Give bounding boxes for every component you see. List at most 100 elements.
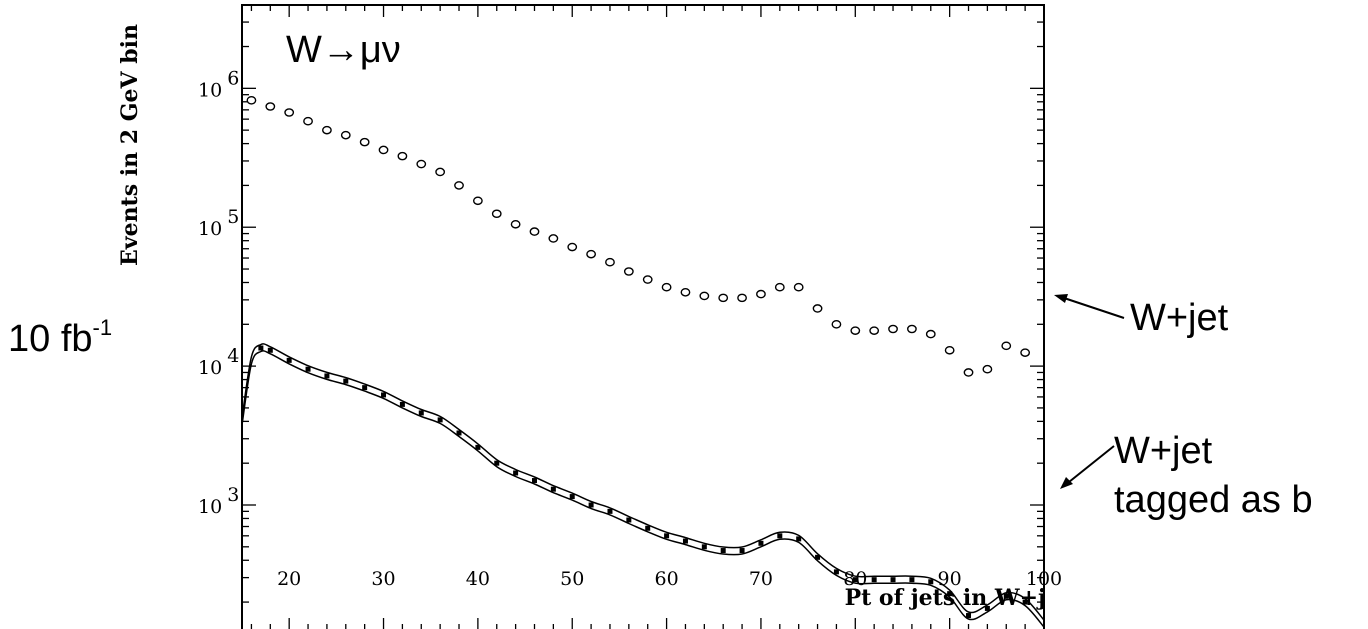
w-jet-point xyxy=(699,291,710,301)
w-jet-tagged-point xyxy=(701,544,707,550)
w-jet-point xyxy=(963,368,974,377)
w-jet-point xyxy=(642,275,653,284)
w-jet-point xyxy=(472,196,483,206)
w-jet-point xyxy=(454,181,464,190)
w-jet-tagged-point xyxy=(664,533,670,539)
y-tick-exponent: 6 xyxy=(227,67,239,89)
w-jet-point xyxy=(303,116,313,126)
w-jet-tagged-point xyxy=(286,357,292,363)
w-jet-point xyxy=(982,364,993,374)
x-tick-label: 70 xyxy=(749,568,773,590)
y-tick-exponent: 3 xyxy=(227,484,239,506)
y-tick-exponent: 4 xyxy=(227,345,239,367)
w-jet-tagged-point xyxy=(645,525,651,531)
w-jet-tagged-point xyxy=(890,577,896,583)
w-jet-point xyxy=(322,125,332,135)
w-jet-point xyxy=(605,257,615,267)
w-jet-point xyxy=(869,326,880,335)
w-jet-point xyxy=(340,130,351,140)
y-tick-label: 106 xyxy=(198,67,239,101)
arrow-w-jet xyxy=(1057,295,1125,319)
w-jet-point xyxy=(265,102,276,111)
w-jet-point xyxy=(737,293,747,303)
w-jet-point xyxy=(510,219,521,229)
arrowhead-w-jet-tagged xyxy=(1060,477,1073,489)
x-tick-label: 20 xyxy=(277,568,301,590)
w-jet-point xyxy=(435,167,446,177)
x-tick-label: 60 xyxy=(654,568,678,590)
y-tick-label: 103 xyxy=(198,484,239,518)
w-jet-tagged-point xyxy=(475,444,481,450)
w-jet-tagged-point xyxy=(739,548,745,554)
x-tick-label: 40 xyxy=(466,568,490,590)
w-jet-point xyxy=(567,242,578,252)
series-w-jet-tagged-band xyxy=(241,343,1045,628)
w-jet-point xyxy=(586,249,597,259)
series-w-jet xyxy=(246,96,1031,377)
w-jet-point xyxy=(793,282,804,292)
w-jet-point xyxy=(756,289,766,299)
chart-title: W→μν xyxy=(286,29,401,71)
w-jet-tagged-point xyxy=(399,401,405,407)
w-jet-point xyxy=(1020,348,1031,357)
w-jet-point xyxy=(831,320,842,329)
w-jet-point xyxy=(925,329,936,339)
w-jet-tagged-point xyxy=(550,486,556,492)
y-tick-label: 105 xyxy=(198,206,239,240)
w-jet-tagged-point xyxy=(682,538,688,544)
w-jet-point xyxy=(680,287,691,297)
luminosity-exponent: -1 xyxy=(93,315,113,340)
w-jet-tagged-point xyxy=(607,508,613,514)
annotation-w-jet-text: W+jet xyxy=(1130,297,1229,339)
w-jet-point xyxy=(718,293,729,303)
arrowhead-w-jet xyxy=(1054,294,1068,303)
band-lower xyxy=(241,350,1045,628)
w-jet-tagged-point xyxy=(928,579,934,585)
w-jet-point xyxy=(359,137,370,147)
luminosity-label: 10 fb-1 xyxy=(8,315,112,360)
w-jet-tagged-point xyxy=(343,378,349,384)
w-jet-tagged-point xyxy=(909,577,915,583)
w-jet-tagged-point xyxy=(947,591,953,597)
x-axis-label: Pt of jets in W+j xyxy=(845,585,1046,611)
w-jet-tagged-point xyxy=(588,502,594,508)
w-jet-tagged-point xyxy=(418,410,424,416)
w-jet-point xyxy=(850,326,861,335)
w-jet-point xyxy=(491,209,502,219)
w-jet-tagged-point xyxy=(456,430,462,436)
w-jet-point xyxy=(529,227,540,236)
y-axis-label: Events in 2 GeV bin xyxy=(117,24,143,266)
w-jet-tagged-point xyxy=(1022,599,1028,605)
w-jet-tagged-point xyxy=(871,577,877,583)
w-jet-tagged-point xyxy=(966,613,972,619)
w-jet-tagged-point xyxy=(494,460,500,466)
x-tick-label: 50 xyxy=(560,568,584,590)
x-tick-label: 100 xyxy=(1026,568,1062,590)
w-jet-point xyxy=(623,267,634,276)
w-jet-point xyxy=(907,324,917,334)
w-jet-point xyxy=(246,96,257,105)
w-jet-tagged-point xyxy=(305,366,311,372)
w-jet-tagged-point xyxy=(720,548,726,554)
w-jet-tagged-point xyxy=(381,392,387,398)
w-jet-tagged-point xyxy=(777,533,783,539)
annotation-w-jet-tagged: W+jet tagged as b xyxy=(1060,430,1313,521)
w-jet-tagged-point xyxy=(267,347,273,353)
w-jet-tagged-point xyxy=(796,536,802,542)
w-jet-point xyxy=(812,304,823,313)
w-jet-tagged-point xyxy=(984,605,990,611)
w-jet-tagged-point xyxy=(324,373,330,379)
w-jet-point xyxy=(416,159,427,169)
w-jet-tagged-point xyxy=(852,577,858,583)
w-jet-point xyxy=(774,282,785,292)
w-jet-tagged-point xyxy=(758,540,764,546)
w-jet-tagged-point xyxy=(833,569,839,575)
axis-ticks xyxy=(242,5,1045,629)
w-jet-point xyxy=(888,324,898,334)
w-jet-tagged-point xyxy=(437,417,443,423)
w-jet-point xyxy=(548,234,559,243)
arrow-w-jet-tagged xyxy=(1063,445,1115,487)
w-jet-tagged-point xyxy=(815,554,821,560)
w-jet-point xyxy=(944,345,955,355)
w-jet-point xyxy=(378,145,389,155)
